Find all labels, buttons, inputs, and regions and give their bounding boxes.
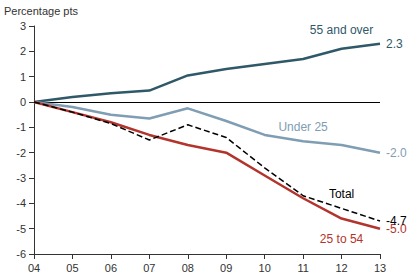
svg-text:1: 1 [20,71,26,83]
svg-text:55 and over: 55 and over [310,23,373,37]
svg-text:13: 13 [374,262,386,274]
svg-text:2: 2 [20,45,26,57]
svg-text:-4.7: -4.7 [386,214,407,228]
svg-text:0: 0 [20,96,26,108]
svg-text:3: 3 [20,20,26,32]
svg-text:-2.0: -2.0 [386,146,407,160]
svg-text:08: 08 [182,262,194,274]
svg-text:11: 11 [297,262,308,274]
svg-text:09: 09 [220,262,232,274]
svg-text:07: 07 [143,262,155,274]
svg-text:Total: Total [329,187,354,201]
svg-text:10: 10 [259,262,271,274]
svg-text:Under 25: Under 25 [278,120,328,134]
svg-text:12: 12 [335,262,347,274]
svg-text:2.3: 2.3 [386,37,403,51]
svg-text:-4: -4 [16,197,26,209]
svg-text:-1: -1 [16,121,26,133]
svg-text:Percentage pts: Percentage pts [4,5,78,17]
svg-text:06: 06 [105,262,117,274]
svg-text:25 to 54: 25 to 54 [320,232,364,246]
svg-text:-5: -5 [16,223,26,235]
svg-text:-3: -3 [16,172,26,184]
svg-text:-6: -6 [16,248,26,260]
svg-text:-5.0: -5.0 [386,221,407,236]
svg-text:-2: -2 [16,147,26,159]
svg-text:05: 05 [66,262,78,274]
svg-text:04: 04 [28,262,40,274]
